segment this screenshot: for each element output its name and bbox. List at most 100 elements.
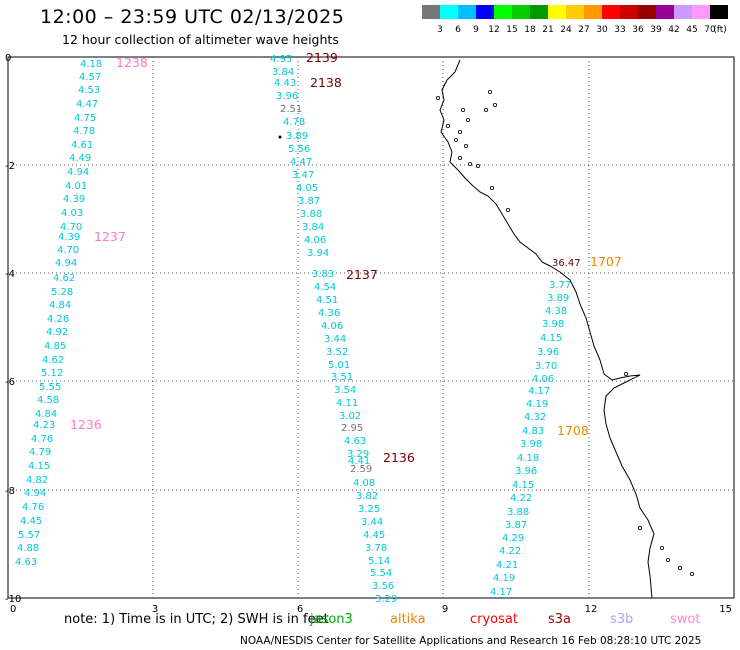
satellite-s3b: s3b [610, 612, 634, 627]
swh-value: 4.84 [49, 300, 71, 311]
swh-value: 4.17 [528, 386, 550, 397]
swh-value: 4.62 [42, 355, 64, 366]
swh-value: 4.21 [496, 560, 518, 571]
swh-value: 4.15 [540, 333, 562, 344]
island-marker [453, 137, 458, 142]
swh-value: 4.11 [336, 398, 358, 409]
swh-value: 5.01 [328, 360, 350, 371]
legend-label: 42 [668, 25, 680, 35]
x-tick-label: 15 [719, 604, 732, 615]
swh-value: 4.49 [69, 153, 91, 164]
plot-frame [7, 56, 735, 599]
swh-value: 3.52 [326, 347, 348, 358]
island-marker [460, 108, 465, 113]
swh-value: 3.44 [361, 517, 383, 528]
swh-value: 4.45 [363, 530, 385, 541]
legend-label: 27 [578, 25, 590, 35]
swh-value: 3.25 [358, 504, 380, 515]
swh-value: 2.95 [341, 423, 363, 434]
credit-line: NOAA/NESDIS Center for Satellite Applica… [240, 635, 702, 647]
pass-label: 2138 [310, 75, 342, 90]
swh-value: 4.95 [270, 54, 292, 65]
swh-value: 5.54 [370, 568, 392, 579]
swh-value: 4.29 [502, 533, 524, 544]
legend-label: 9 [473, 25, 479, 35]
satellite-jason3: jason3 [310, 612, 353, 627]
swh-value: 4.45 [20, 516, 42, 527]
pass-label: 2139 [306, 50, 338, 65]
swh-value: 4.41 [348, 456, 370, 467]
swh-value: 3.96 [537, 347, 559, 358]
swh-value: 4.79 [29, 447, 51, 458]
satellite-cryosat: cryosat [470, 612, 518, 627]
legend-unit: (ft) [713, 25, 727, 35]
swh-value: 4.94 [55, 258, 77, 269]
swh-value: 4.92 [46, 327, 68, 338]
swh-value: 3.78 [365, 543, 387, 554]
island-marker [487, 90, 492, 95]
swh-value: 4.78 [283, 117, 305, 128]
swh-value: 3.87 [505, 520, 527, 531]
swh-value: 4.61 [71, 140, 93, 151]
swh-value: 4.63 [344, 436, 366, 447]
swh-value: 3.84 [302, 222, 324, 233]
swh-value: 4.32 [524, 412, 546, 423]
swh-value: 5.28 [51, 287, 73, 298]
swh-value: 4.15 [512, 480, 534, 491]
swh-value: 4.83 [522, 426, 544, 437]
swh-value: 3.44 [324, 334, 346, 345]
legend-swatch [548, 5, 566, 19]
swh-value: 4.51 [316, 295, 338, 306]
y-tick-label: -8 [5, 486, 15, 497]
island-marker [475, 163, 480, 168]
swh-value: 4.88 [17, 543, 39, 554]
swh-value: 3.96 [515, 466, 537, 477]
legend-swatch [710, 5, 728, 19]
legend-label: 33 [614, 25, 626, 35]
swh-value: 5.12 [41, 368, 63, 379]
legend-label: 15 [506, 25, 518, 35]
x-tick-label: 9 [442, 604, 448, 615]
swh-value: 4.47 [290, 157, 312, 168]
swh-value: 4.82 [26, 475, 48, 486]
island-marker [457, 155, 462, 160]
island-marker [624, 371, 629, 376]
legend-swatch [692, 5, 710, 19]
swh-value: 4.17 [490, 587, 512, 598]
island-marker [483, 108, 488, 113]
swh-value: 3.88 [300, 209, 322, 220]
swh-value: 4.53 [78, 85, 100, 96]
swh-value: 4.06 [532, 374, 554, 385]
point-marker [278, 135, 282, 139]
swh-value: 5.14 [368, 556, 390, 567]
swh-value: 3.77 [549, 280, 571, 291]
island-marker [463, 143, 468, 148]
swh-value: 4.38 [545, 306, 567, 317]
swh-value: 4.94 [24, 488, 46, 499]
swh-value: 3.87 [298, 196, 320, 207]
swh-value: 4.70 [57, 245, 79, 256]
swh-value: 4.84 [35, 409, 57, 420]
legend-swatch [422, 5, 440, 19]
x-tick-label: 6 [297, 604, 303, 615]
swh-value: 4.19 [526, 399, 548, 410]
satellite-altika: altika [390, 612, 426, 627]
legend-label: 24 [560, 25, 572, 35]
swh-value: 3.29 [347, 449, 369, 460]
legend-swatch [566, 5, 584, 19]
island-marker [666, 558, 671, 563]
swh-value: 3.51 [331, 372, 353, 383]
swh-value: 4.18 [80, 59, 102, 70]
y-tick-label: -10 [5, 594, 21, 605]
swh-value: 4.19 [493, 573, 515, 584]
y-tick-label: -4 [5, 269, 15, 280]
swh-value: 4.06 [321, 321, 343, 332]
legend-swatch [512, 5, 530, 19]
swh-value: 3.98 [520, 439, 542, 450]
x-tick-label: 12 [585, 604, 598, 615]
swh-value: 4.78 [73, 126, 95, 137]
legend-label: 30 [596, 25, 608, 35]
swh-value: 2.51 [280, 104, 302, 115]
island-marker [465, 118, 470, 123]
swh-value: 4.75 [74, 113, 96, 124]
